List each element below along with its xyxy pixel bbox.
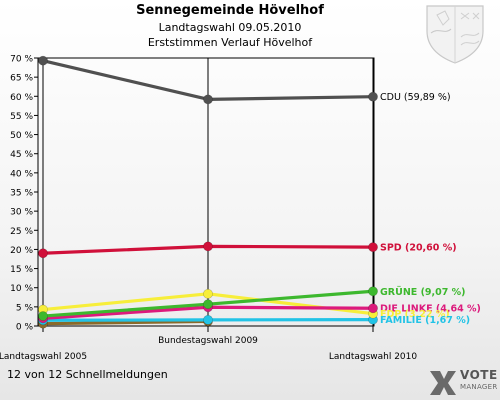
y-tick-label: 15 %: [10, 265, 33, 275]
y-tick-label: 20 %: [10, 246, 33, 256]
vote-manager-logo: [430, 371, 456, 395]
data-point: [203, 314, 213, 325]
page-subtitle-2: Erststimmen Verlauf Hövelhof: [147, 36, 313, 49]
y-tick-label: 40 %: [10, 169, 33, 179]
data-point: [368, 242, 378, 253]
data-point: [368, 303, 378, 314]
data-point: [203, 288, 213, 299]
x-tick-label: Landtagswahl 2005: [0, 352, 87, 362]
data-point: [38, 55, 48, 66]
series-label: FDP (3,22 %): [380, 309, 450, 320]
y-tick-label: 35 %: [10, 189, 33, 199]
logo-text-vote: VOTE: [460, 368, 498, 382]
data-point: [203, 299, 213, 310]
y-tick-label: 60 %: [10, 93, 33, 103]
data-point: [203, 241, 213, 252]
x-tick-label: Landtagswahl 2010: [329, 352, 418, 362]
series-label: GRÜNE (9,07 %): [380, 287, 466, 298]
series-label: CDU (59,89 %): [380, 92, 451, 103]
y-tick-label: 5 %: [16, 303, 34, 313]
y-tick-label: 10 %: [10, 284, 33, 294]
series-line: [41, 319, 210, 326]
y-tick-label: 45 %: [10, 150, 33, 160]
y-tick-label: 55 %: [10, 112, 33, 122]
page-subtitle: Landtagswahl 09.05.2010: [158, 21, 302, 34]
data-point: [203, 94, 213, 105]
y-tick-label: 0 %: [16, 323, 34, 333]
x-tick-label: Bundestagswahl 2009: [158, 336, 258, 346]
data-point: [38, 248, 48, 259]
y-tick-label: 25 %: [10, 227, 33, 237]
logo-text-manager: MANAGER: [460, 383, 498, 391]
page-title: Sennegemeinde Hövelhof: [136, 3, 324, 18]
y-tick-label: 50 %: [10, 131, 33, 141]
y-tick-label: 65 %: [10, 74, 33, 84]
y-tick-label: 70 %: [10, 55, 33, 65]
crest-icon: [426, 5, 484, 64]
data-point: [38, 311, 48, 321]
y-tick-label: 30 %: [10, 208, 33, 218]
series-label: SPD (20,60 %): [380, 243, 457, 254]
series-label: FAMILIE (1,67 %): [380, 315, 470, 326]
series-label: DIE LINKE (4,64 %): [380, 304, 481, 315]
data-point: [368, 91, 378, 102]
status-text: 12 von 12 Schnellmeldungen: [7, 368, 168, 381]
data-point: [368, 286, 378, 297]
